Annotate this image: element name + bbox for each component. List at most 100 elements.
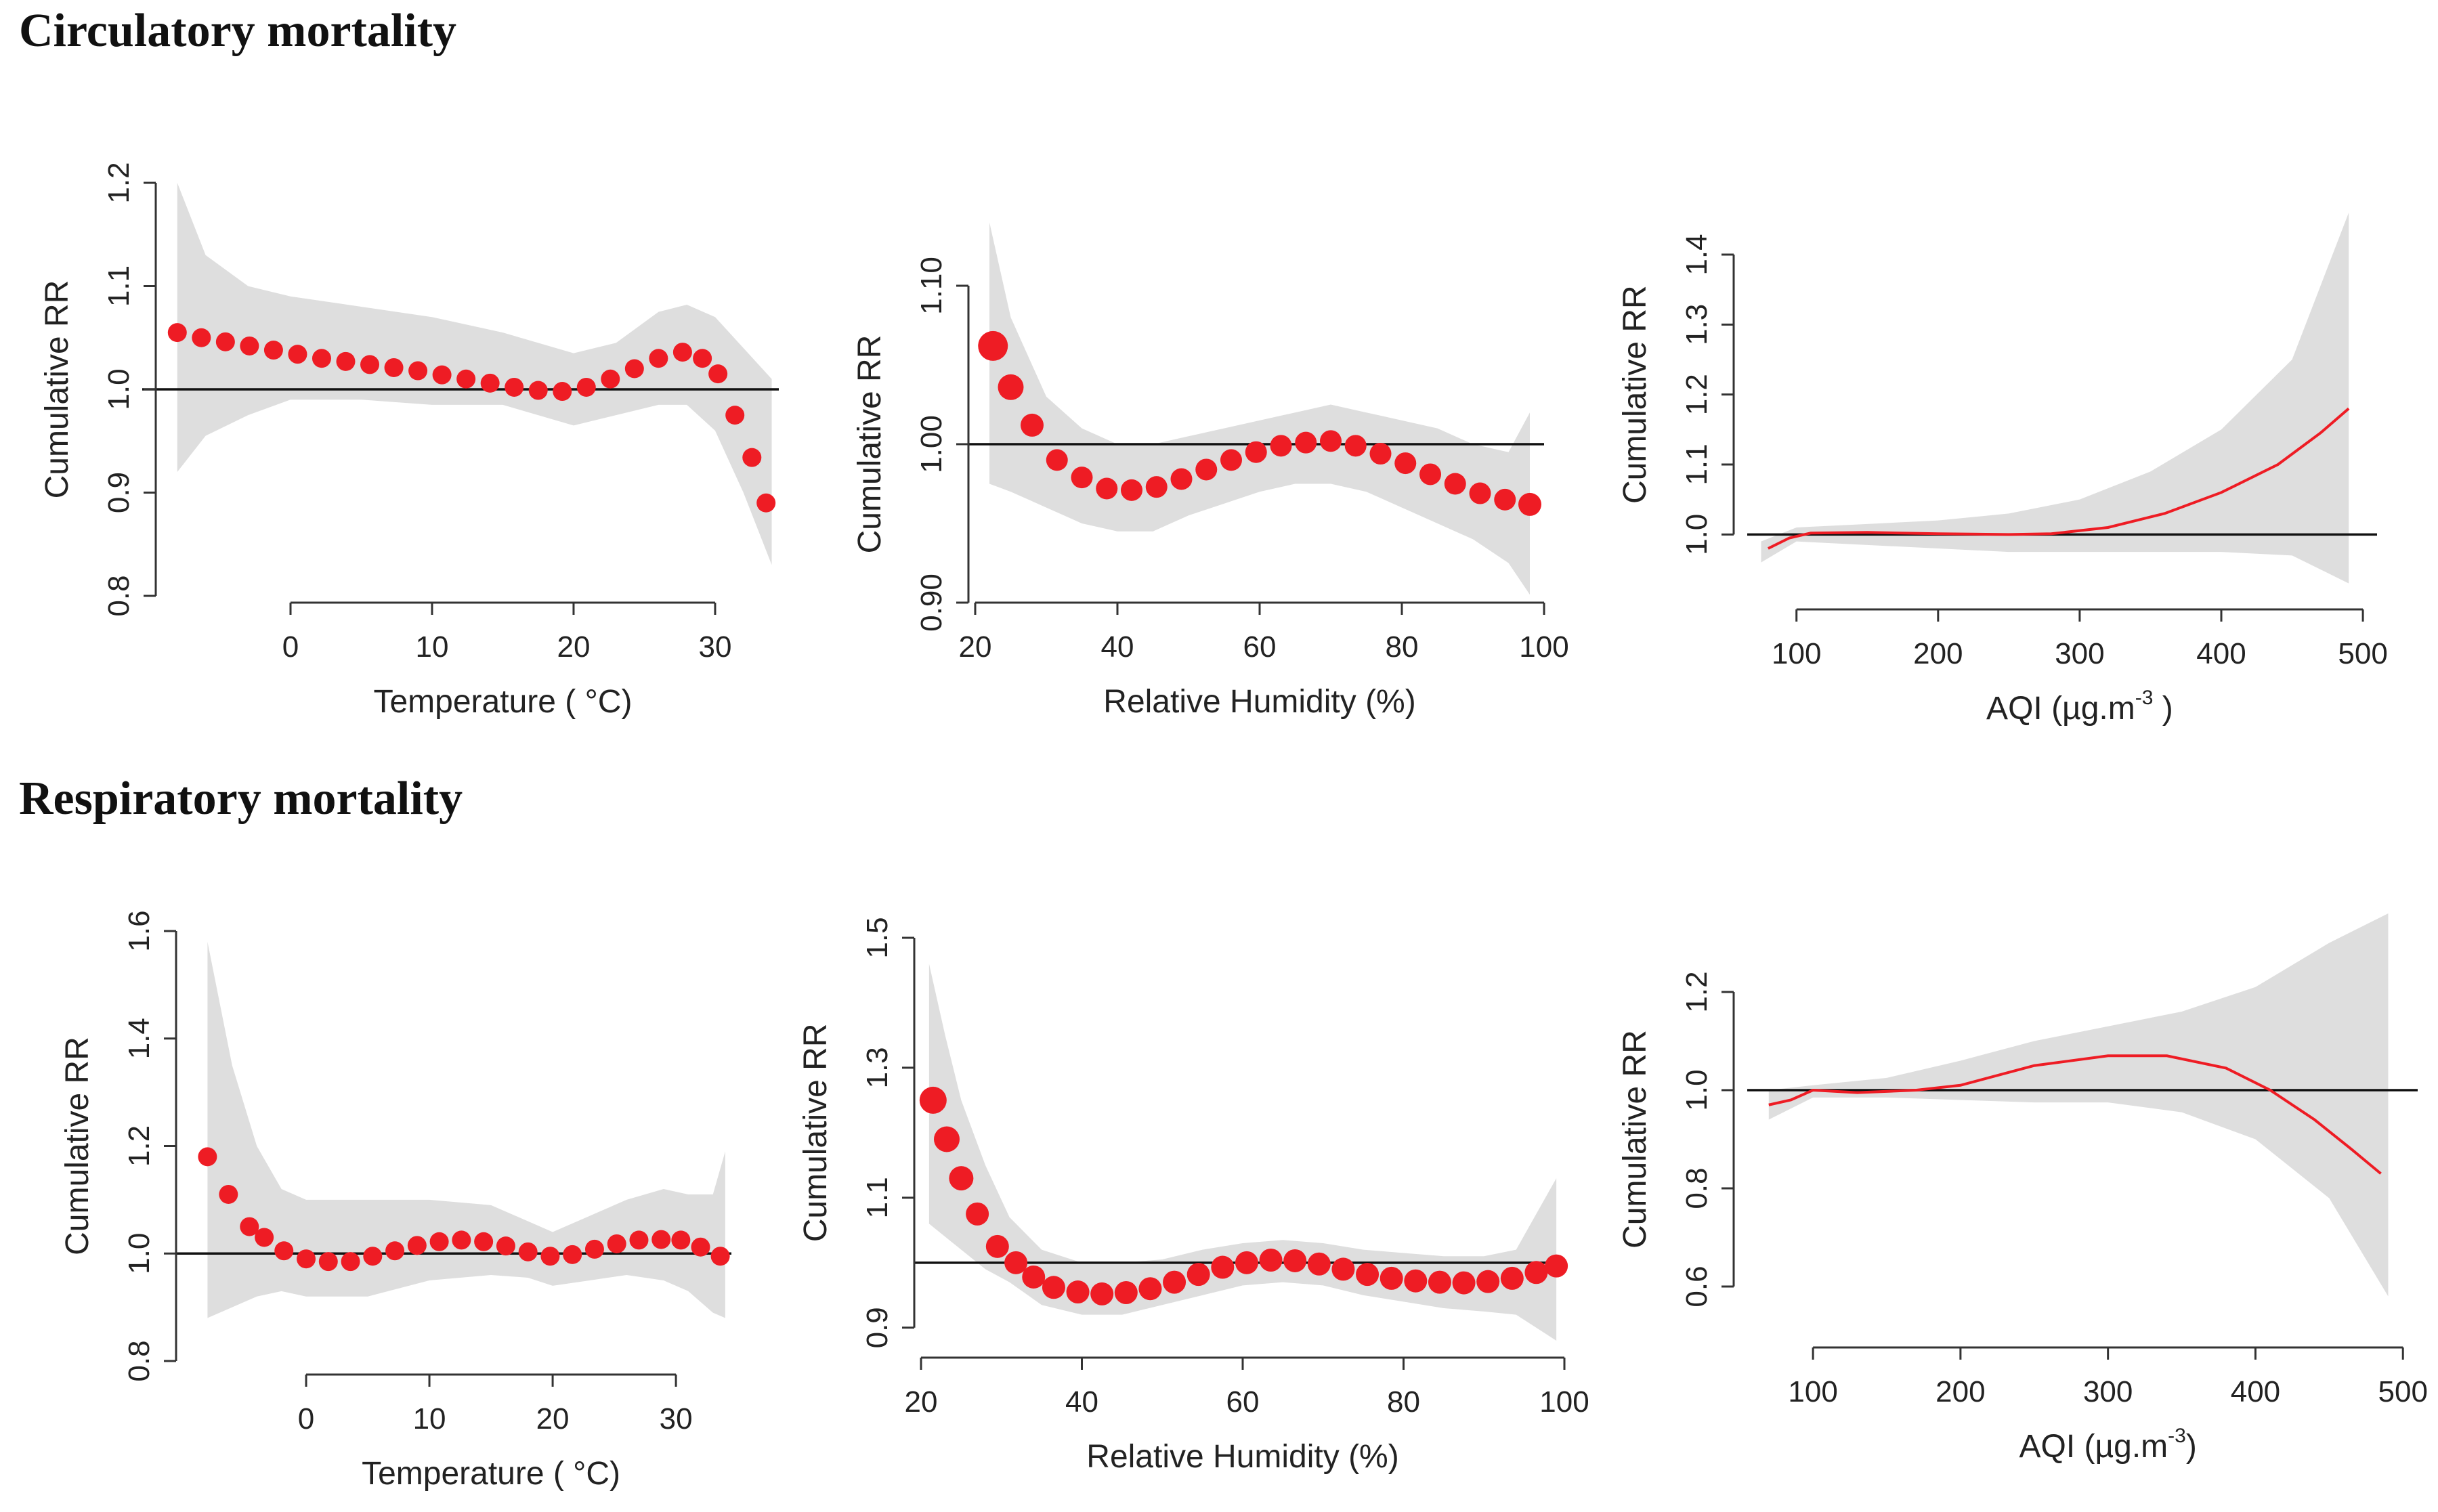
data-point (384, 358, 404, 377)
y-tick-label: 0.8 (123, 1340, 156, 1381)
confidence-band (1761, 213, 2349, 584)
y-axis-title: Cumulative RR (39, 280, 75, 499)
data-point (672, 343, 692, 362)
data-point (624, 359, 644, 379)
x-tick-label: 500 (2378, 1375, 2428, 1408)
data-point (1295, 431, 1317, 454)
data-point (167, 323, 187, 343)
y-tick-label: 1.2 (102, 162, 135, 203)
y-tick-label: 1.3 (1680, 304, 1713, 345)
data-point (192, 328, 211, 347)
chart-circulatory-humidity: 0.90 1.00 1.10 Cumulative RR 20 40 60 80 100 Rela… (852, 222, 1569, 720)
data-point (274, 1241, 294, 1261)
y-tick-label: 1.0 (102, 368, 135, 410)
y-tick-label: 0.8 (1680, 1167, 1713, 1209)
data-point (540, 1247, 560, 1266)
x-tick-label: 300 (2083, 1375, 2133, 1408)
confidence-band (177, 183, 772, 565)
data-point (563, 1245, 582, 1264)
data-point (1211, 1255, 1235, 1279)
data-point (474, 1232, 494, 1251)
x-tick-label: 400 (2231, 1375, 2280, 1408)
x-axis-title: AQI (µg.m-3) (2019, 1425, 2196, 1465)
confidence-band (1768, 913, 2389, 1297)
data-point (452, 1230, 471, 1250)
data-point (1452, 1271, 1476, 1295)
data-point (1356, 1263, 1380, 1287)
data-point (1170, 468, 1193, 490)
data-point (934, 1126, 960, 1152)
data-point (756, 493, 776, 513)
data-point (1524, 1261, 1548, 1284)
y-tick-label: 0.6 (1680, 1266, 1713, 1307)
x-tick-label: 400 (2196, 637, 2246, 670)
x-tick-label: 20 (905, 1385, 938, 1419)
y-axis-title: Cumulative RR (798, 1024, 834, 1243)
y-tick-label: 1.4 (123, 1018, 156, 1059)
data-point (240, 1217, 259, 1236)
data-point (1138, 1277, 1162, 1301)
y-tick-label: 0.9 (861, 1307, 894, 1348)
data-point (1500, 1266, 1524, 1290)
chart-respiratory-humidity: 0.9 1.1 1.3 1.5 Cumulative RR 20 40 60 80 100 Rela… (798, 917, 1589, 1475)
x-tick-label: 20 (557, 630, 590, 664)
data-point (584, 1239, 604, 1259)
x-tick-label: 300 (2055, 637, 2104, 670)
data-point (629, 1230, 649, 1250)
data-point (708, 364, 728, 384)
data-point (1428, 1270, 1451, 1294)
data-point (1163, 1270, 1186, 1294)
data-point (297, 1249, 316, 1269)
data-point (1114, 1280, 1138, 1304)
y-tick-label: 1.1 (102, 265, 135, 307)
data-point (240, 336, 259, 355)
data-point (318, 1252, 338, 1272)
data-point (1469, 482, 1491, 504)
y-tick-label: 1.6 (123, 910, 156, 951)
x-tick-label: 100 (1519, 630, 1568, 664)
data-point (998, 374, 1024, 400)
data-point (1235, 1251, 1258, 1274)
data-point (360, 355, 380, 374)
data-point (649, 349, 668, 368)
data-point (742, 448, 762, 467)
data-point (1195, 458, 1218, 481)
section-title-circulatory: Circulatory mortality (19, 5, 457, 57)
data-point (407, 1236, 427, 1255)
data-point (1071, 467, 1093, 489)
data-point (671, 1230, 691, 1250)
data-point (1270, 435, 1292, 457)
y-tick-label: 1.0 (1680, 514, 1713, 555)
x-axis-title: Relative Humidity (%) (1086, 1439, 1398, 1475)
y-tick-label: 1.2 (1680, 971, 1713, 1012)
x-tick-label: 80 (1386, 630, 1419, 664)
data-point (1444, 473, 1466, 495)
y-tick-label: 0.9 (102, 472, 135, 513)
data-point (1259, 1249, 1283, 1272)
data-point (1220, 449, 1242, 471)
data-point (1186, 1263, 1210, 1287)
x-axis-title: Temperature ( °C) (373, 684, 632, 720)
data-point (1404, 1269, 1428, 1293)
y-axis-title: Cumulative RR (60, 1037, 95, 1255)
data-point (518, 1242, 538, 1261)
y-tick-label: 1.10 (915, 257, 948, 315)
data-point (1090, 1282, 1114, 1305)
data-point (1369, 443, 1392, 465)
data-point (198, 1147, 217, 1167)
data-point (1545, 1254, 1568, 1278)
rr-curve (1768, 1054, 2382, 1175)
y-axis-title: Cumulative RR (852, 335, 888, 554)
x-tick-label: 20 (536, 1402, 570, 1435)
data-point (978, 330, 1008, 361)
data-point (1066, 1280, 1090, 1304)
y-tick-label: 1.2 (123, 1125, 156, 1167)
y-tick-label: 1.0 (123, 1233, 156, 1274)
x-axis-title: Relative Humidity (%) (1103, 684, 1415, 720)
y-tick-label: 1.0 (1680, 1069, 1713, 1110)
data-point (480, 373, 500, 393)
data-point (505, 377, 524, 397)
x-axis-title: Temperature ( °C) (362, 1456, 620, 1492)
x-tick-label: 200 (1913, 637, 1963, 670)
y-tick-label: 1.1 (861, 1177, 894, 1218)
